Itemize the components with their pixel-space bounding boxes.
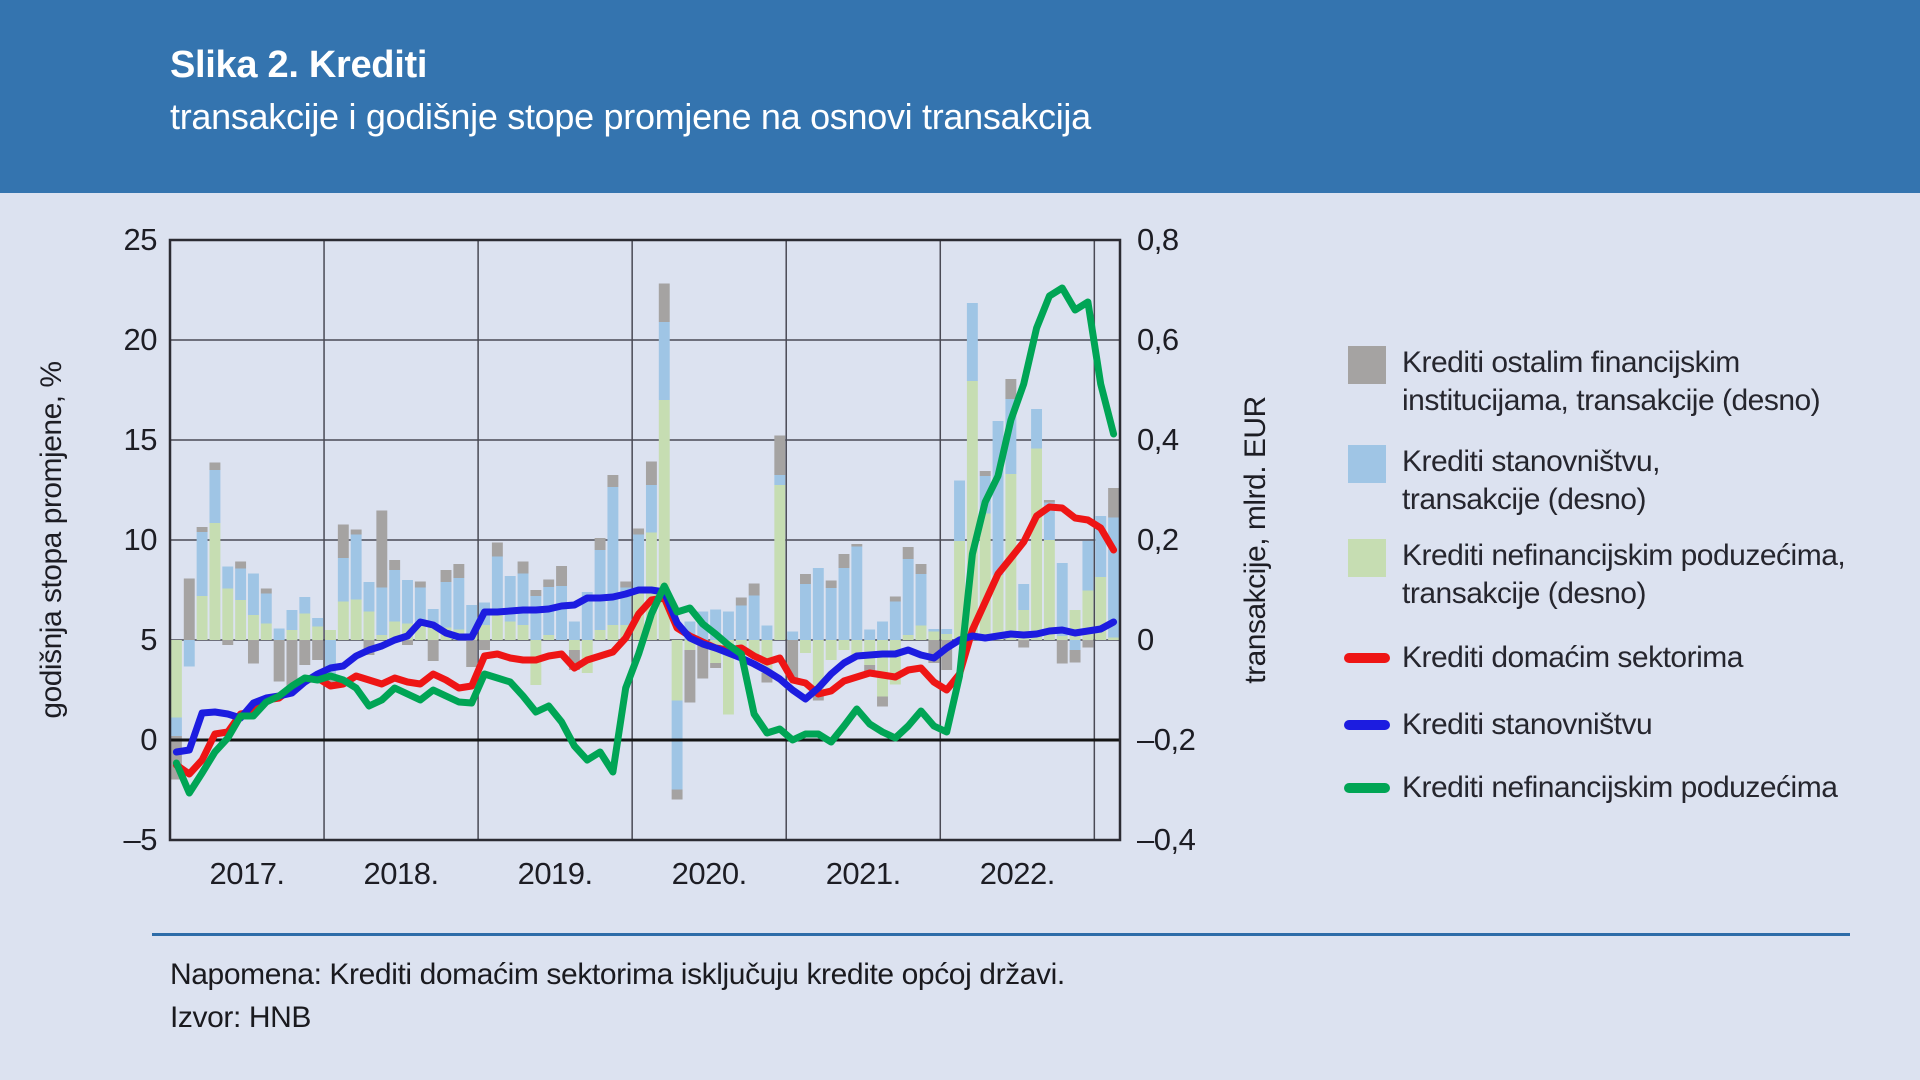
legend-label: Krediti domaćim sektorima bbox=[1402, 641, 1743, 674]
right-axis-title: transakcije, mlrd. EUR bbox=[1239, 396, 1272, 684]
right-axis-tick-label: –0,4 bbox=[1137, 822, 1196, 857]
left-axis-tick-label: 20 bbox=[123, 322, 158, 357]
left-axis-tick-label: 25 bbox=[123, 222, 158, 257]
legend-swatch-line bbox=[1344, 720, 1390, 730]
footnote: Napomena: Krediti domaćim sektorima iskl… bbox=[170, 958, 1065, 991]
legend-label: Krediti ostalim financijskim institucijam… bbox=[1402, 346, 1821, 417]
legend-label: Krediti nefinancijskim poduzećima bbox=[1402, 771, 1838, 804]
left-axis-tick-label: 15 bbox=[123, 422, 158, 457]
right-axis-tick-label: 0,2 bbox=[1137, 522, 1179, 557]
legend-swatch-line bbox=[1344, 653, 1390, 663]
footer-divider bbox=[152, 933, 1850, 936]
left-axis-tick-label: –5 bbox=[123, 822, 158, 857]
legend-swatch-box bbox=[1348, 445, 1386, 483]
legend-swatch-box bbox=[1348, 346, 1386, 384]
legend-label: Krediti nefinancijskim poduzećima, transa… bbox=[1402, 539, 1846, 610]
legend-swatch-box bbox=[1348, 539, 1386, 577]
right-axis-tick-label: –0,2 bbox=[1137, 722, 1196, 757]
x-axis-year-label: 2019. bbox=[517, 856, 594, 891]
right-axis-tick-label: 0 bbox=[1137, 622, 1154, 657]
source: Izvor: HNB bbox=[170, 1001, 312, 1034]
legend-swatch-line bbox=[1344, 783, 1390, 793]
x-axis-year-label: 2021. bbox=[825, 856, 902, 891]
right-axis-tick-label: 0,4 bbox=[1137, 422, 1179, 457]
chart-header: Slika 2. Krediti transakcije i godišnje … bbox=[0, 0, 1920, 193]
chart-title: Slika 2. Krediti bbox=[170, 44, 428, 86]
left-axis-tick-label: 0 bbox=[140, 722, 157, 757]
right-axis-tick-label: 0,6 bbox=[1137, 322, 1179, 357]
left-axis-tick-label: 10 bbox=[123, 522, 158, 557]
chart-subtitle: transakcije i godišnje stope promjene na… bbox=[170, 96, 1091, 137]
legend-label: Krediti stanovništvu, transakcije (desno) bbox=[1402, 445, 1660, 516]
legend-label: Krediti stanovništvu bbox=[1402, 708, 1653, 741]
x-axis-year-label: 2017. bbox=[209, 856, 285, 891]
x-axis-year-label: 2022. bbox=[979, 856, 1056, 891]
x-axis-year-label: 2018. bbox=[363, 856, 440, 891]
left-axis-title: godišnja stopa promjene, % bbox=[35, 361, 68, 719]
right-axis-tick-label: 0,8 bbox=[1137, 222, 1179, 257]
left-axis-tick-label: 5 bbox=[140, 622, 157, 657]
x-axis-year-label: 2020. bbox=[671, 856, 748, 891]
